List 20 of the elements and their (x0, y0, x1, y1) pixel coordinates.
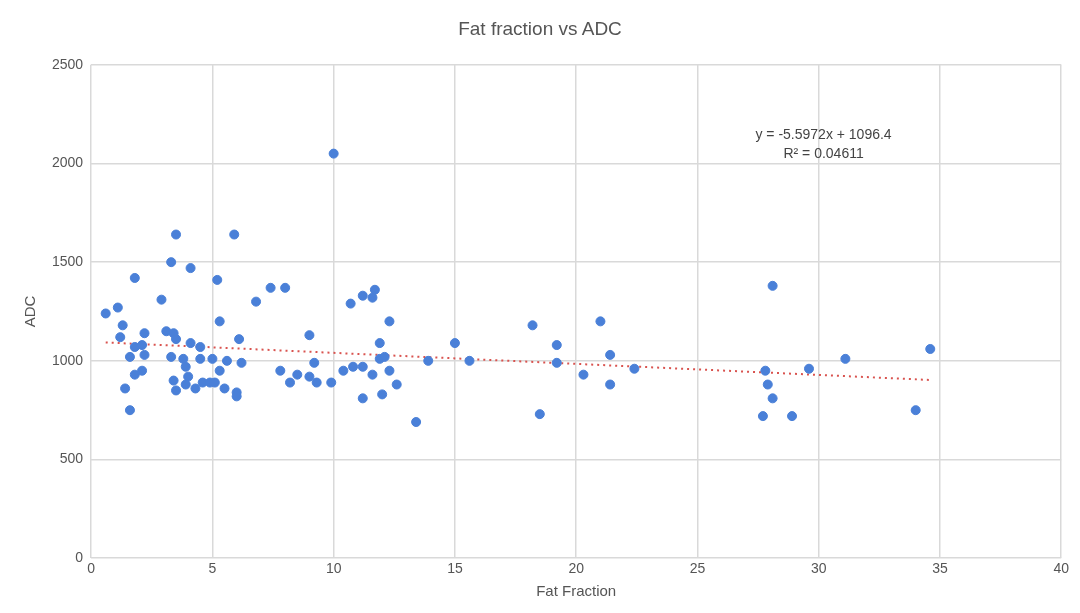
y-tick-label: 2500 (51, 55, 84, 72)
x-tick-label: 5 (208, 560, 217, 577)
x-tick-label: 20 (568, 560, 585, 577)
x-tick-label: 0 (87, 560, 96, 577)
y-tick-label: 500 (59, 450, 84, 467)
y-tick-label: 0 (75, 549, 84, 566)
chart-title: Fat fraction vs ADC (458, 17, 622, 39)
x-tick-label: 35 (932, 560, 948, 577)
x-tick-label: 10 (325, 560, 342, 577)
x-tick-label: 30 (810, 560, 827, 577)
annotation: y = -5.5972x + 1096.4 (755, 125, 892, 142)
x-tick-label: 15 (447, 560, 463, 577)
x-axis-title: Fat Fraction (536, 582, 617, 600)
y-tick-label: 1500 (51, 253, 84, 270)
x-tick-label: 25 (689, 560, 706, 577)
y-tick-label: 2000 (51, 154, 84, 171)
y-axis-title: ADC (21, 295, 39, 328)
x-tick-label: 40 (1053, 560, 1070, 577)
annotation: R² = 0.04611 (783, 144, 864, 161)
y-tick-label: 1000 (51, 351, 84, 368)
